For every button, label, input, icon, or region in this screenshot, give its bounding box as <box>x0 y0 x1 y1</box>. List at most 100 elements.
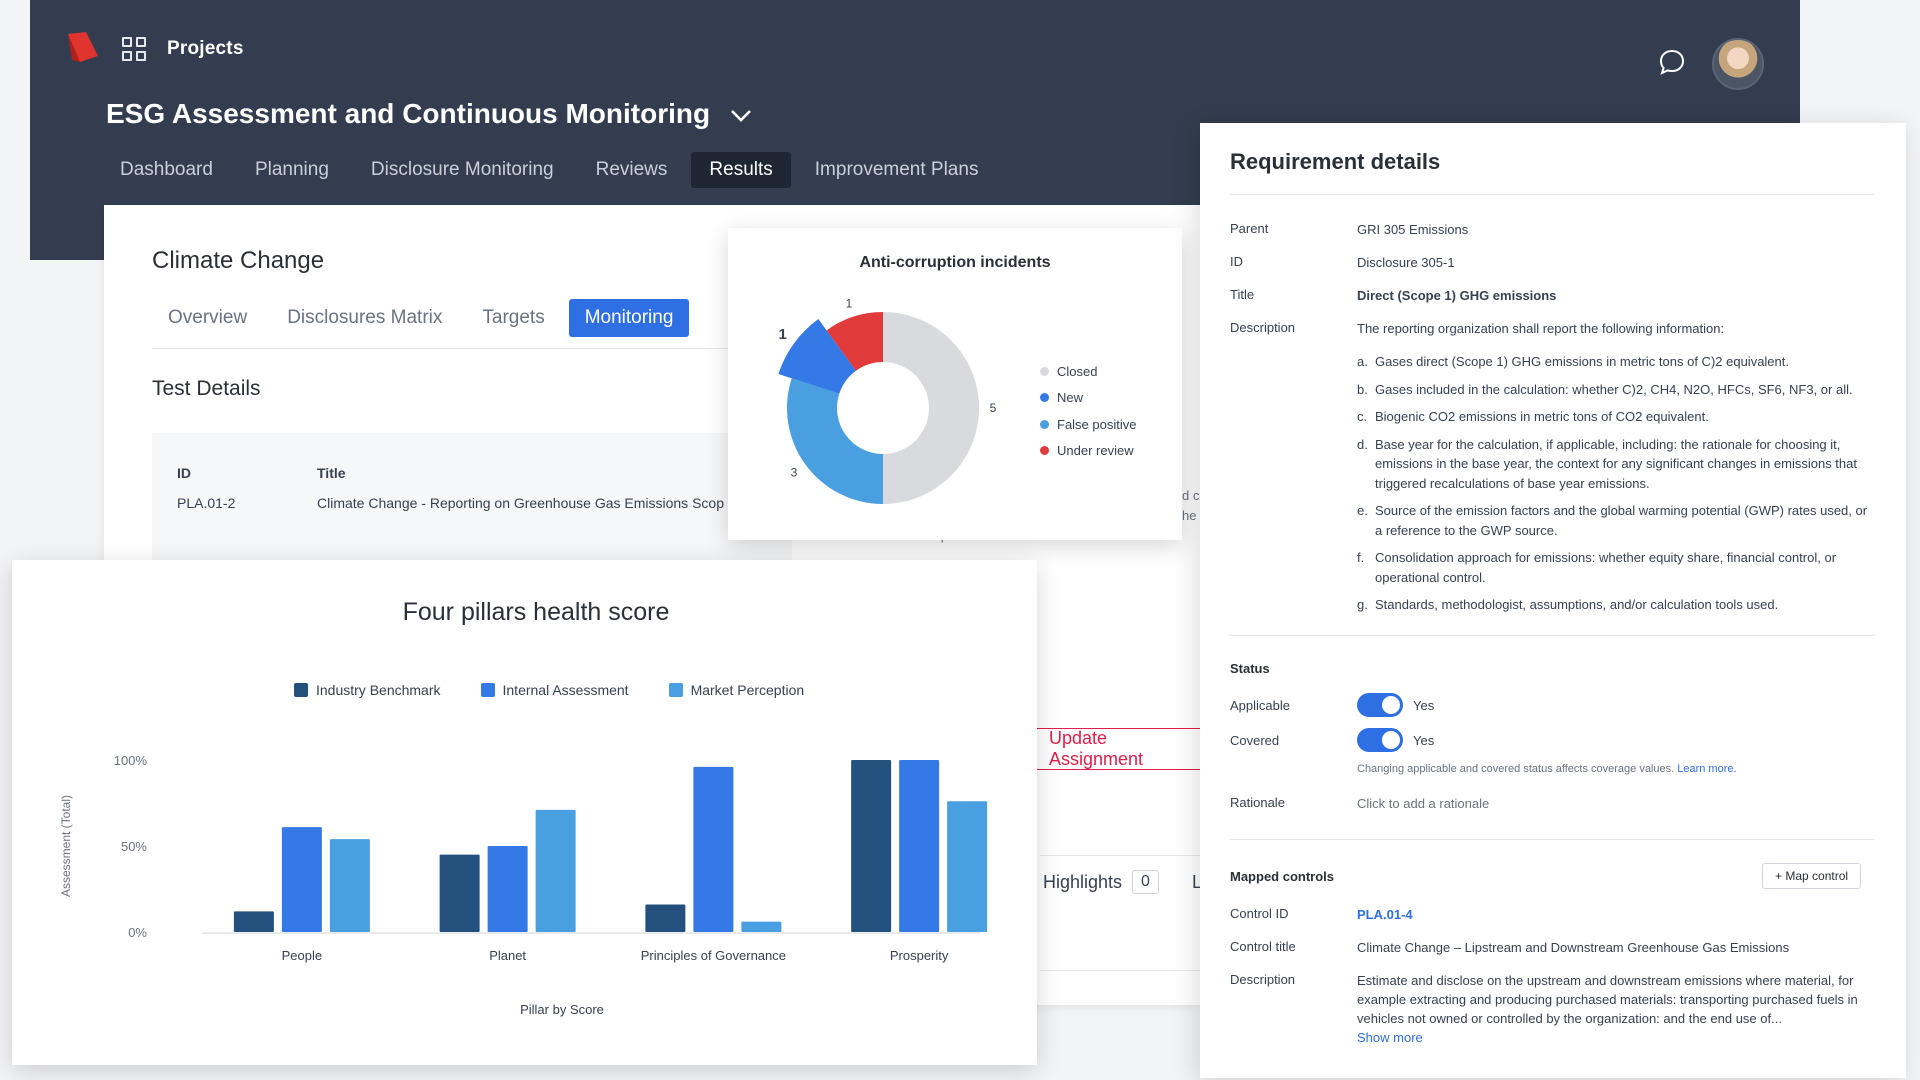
project-title[interactable]: ESG Assessment and Continuous Monitoring <box>106 98 752 130</box>
list-item: c. Biogenic CO2 emissions in metric tons … <box>1357 407 1877 427</box>
cell-id[interactable]: PLA.01-2 <box>177 495 236 511</box>
control-title-value: Climate Change – Lipstream and Downstrea… <box>1357 940 1790 955</box>
list-text: Source of the emission factors and the g… <box>1375 503 1868 538</box>
id-value: Disclosure 305-1 <box>1357 255 1455 270</box>
nav-tab-reviews[interactable]: Reviews <box>595 159 668 180</box>
description-intro: The reporting organization shall report … <box>1357 321 1725 336</box>
bar-internal-assessment[interactable] <box>281 827 322 932</box>
legend-item-under-review[interactable]: Under review <box>1040 438 1136 465</box>
list-item: g. Standards, methodologist, assumptions,… <box>1357 595 1877 615</box>
highlights-label: Highlights <box>1043 871 1123 892</box>
rationale-input[interactable]: Click to add a rationale <box>1357 796 1490 811</box>
control-id-link[interactable]: PLA.01-4 <box>1357 907 1413 922</box>
user-avatar[interactable] <box>1712 38 1764 90</box>
projects-link[interactable]: Projects <box>167 38 244 59</box>
project-title-text: ESG Assessment and Continuous Monitoring <box>106 98 711 129</box>
legend-swatch <box>480 683 495 697</box>
update-assignment-button[interactable]: Update Assignment <box>1036 728 1204 770</box>
learn-more-link[interactable]: Learn more. <box>1677 763 1737 775</box>
divider <box>1040 855 1204 856</box>
control-title-label: Control title <box>1230 939 1296 954</box>
parent-value: GRI 305 Emissions <box>1357 222 1469 237</box>
column-header-title: Title <box>317 465 346 481</box>
list-text: Gases included in the calculation: wheth… <box>1375 381 1853 397</box>
chat-icon[interactable] <box>1658 48 1686 76</box>
donut-value-label: 5 <box>990 401 997 415</box>
legend-item-market-perception[interactable]: Market Perception <box>668 682 804 698</box>
status-note: Changing applicable and covered status a… <box>1357 763 1737 775</box>
list-marker: a. <box>1357 354 1368 369</box>
apps-grid-icon[interactable] <box>122 37 146 61</box>
partial-text: he <box>1182 508 1197 523</box>
legend-label: Under review <box>1057 443 1134 459</box>
legend-swatch <box>1040 446 1049 456</box>
y-tick-label: 0% <box>128 925 147 940</box>
y-tick-label: 100% <box>114 753 148 768</box>
covered-toggle[interactable] <box>1357 728 1403 752</box>
bar-market-perception[interactable] <box>535 809 576 932</box>
subtab-overview[interactable]: Overview <box>168 307 248 328</box>
highlights[interactable]: Highlights 0 <box>1043 870 1159 894</box>
rationale-label: Rationale <box>1230 795 1285 810</box>
list-text: Base year for the calculation, if applic… <box>1375 436 1857 491</box>
bar-internal-assessment[interactable] <box>487 846 528 932</box>
subtab-disclosures-matrix[interactable]: Disclosures Matrix <box>287 307 443 328</box>
column-header-id: ID <box>177 465 191 481</box>
donut-value-label: 1 <box>846 296 853 310</box>
title-value: Direct (Scope 1) GHG emissions <box>1357 288 1557 303</box>
partial-text: d c <box>1182 488 1200 503</box>
legend-item-internal-assessment[interactable]: Internal Assessment <box>480 682 629 698</box>
donut-slice-false-positive[interactable] <box>787 378 883 504</box>
bar-industry-benchmark[interactable] <box>851 760 892 932</box>
map-control-button[interactable]: + Map control <box>1762 863 1862 889</box>
y-tick-label: 50% <box>121 839 147 854</box>
subtab-targets[interactable]: Targets <box>482 307 545 328</box>
mapped-controls-title: Mapped controls <box>1230 869 1335 884</box>
chevron-down-icon[interactable] <box>730 109 752 123</box>
legend-item-new[interactable]: New <box>1040 385 1136 412</box>
brand-logo-icon[interactable] <box>66 30 100 64</box>
legend-label: Industry Benchmark <box>316 682 441 698</box>
legend-item-closed[interactable]: Closed <box>1040 358 1136 385</box>
covered-value: Yes <box>1413 733 1435 748</box>
donut-legend: Closed New False positive Under review <box>1040 358 1136 464</box>
bar-industry-benchmark[interactable] <box>645 904 686 932</box>
legend-item-false-positive[interactable]: False positive <box>1040 411 1136 438</box>
legend-swatch <box>1040 393 1049 403</box>
bar-internal-assessment[interactable] <box>899 760 940 932</box>
applicable-value: Yes <box>1413 698 1435 713</box>
donut-slice-new[interactable] <box>778 319 856 394</box>
bar-chart-title: Four pillars health score <box>402 598 670 626</box>
nav-tab-dashboard[interactable]: Dashboard <box>120 159 213 180</box>
divider <box>1230 194 1874 195</box>
list-marker: b. <box>1357 381 1368 397</box>
bar-market-perception[interactable] <box>741 921 782 932</box>
bar-market-perception[interactable] <box>947 801 988 932</box>
applicable-toggle[interactable] <box>1357 693 1403 717</box>
applicable-label: Applicable <box>1230 698 1290 713</box>
cell-title[interactable]: Climate Change - Reporting on Greenhouse… <box>317 495 724 511</box>
bar-internal-assessment[interactable] <box>693 766 734 932</box>
nav-tab-planning[interactable]: Planning <box>254 159 329 180</box>
x-tick-label: Planet <box>489 948 526 963</box>
nav-tab-disclosure-monitoring[interactable]: Disclosure Monitoring <box>370 159 554 180</box>
bar-legend: Industry Benchmark Internal Assessment M… <box>294 682 804 698</box>
nav-tab-improvement-plans[interactable]: Improvement Plans <box>814 159 979 180</box>
highlights-count: 0 <box>1132 870 1159 894</box>
donut-slice-closed[interactable] <box>883 312 979 504</box>
control-description-label: Description <box>1230 972 1296 987</box>
nav-tab-results[interactable]: Results <box>691 152 791 188</box>
donut-slice-under-review[interactable] <box>826 312 883 371</box>
bar-industry-benchmark[interactable] <box>439 854 480 932</box>
list-marker: g. <box>1357 597 1368 612</box>
subtab-monitoring[interactable]: Monitoring <box>568 299 690 337</box>
list-text: Gases direct (Scope 1) GHG emissions in … <box>1375 354 1789 369</box>
show-more-link[interactable]: Show more <box>1357 1030 1423 1045</box>
bar-market-perception[interactable] <box>329 839 370 932</box>
bar-industry-benchmark[interactable] <box>233 911 274 932</box>
legend-item-industry-benchmark[interactable]: Industry Benchmark <box>294 682 441 698</box>
x-tick-label: Prosperity <box>890 948 949 963</box>
partial-label: L <box>1192 872 1203 892</box>
divider <box>1040 970 1204 971</box>
